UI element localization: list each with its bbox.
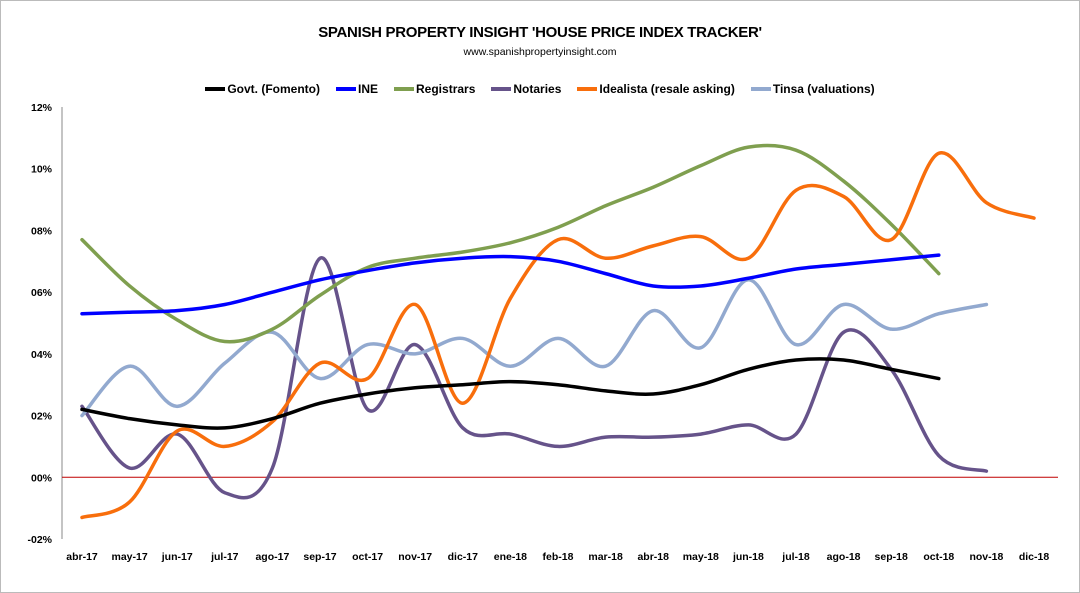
legend-item: Idealista (resale asking) xyxy=(577,82,735,96)
series-line-ine xyxy=(80,253,941,316)
x-tick-label: may-18 xyxy=(683,551,719,563)
series-line-govt-fomento xyxy=(80,357,941,430)
y-tick-label: 08% xyxy=(31,225,53,237)
legend-item: Notaries xyxy=(491,82,561,96)
legend: Govt. (Fomento) INE Registrars Notaries Idea… xyxy=(0,82,1080,96)
legend-item: Govt. (Fomento) xyxy=(205,82,320,96)
y-tick-label: 00% xyxy=(31,472,53,484)
legend-label: Notaries xyxy=(513,82,562,96)
x-tick-label: oct-17 xyxy=(352,551,383,563)
chart-subtitle: www.spanishpropertyinsight.com xyxy=(463,46,617,58)
legend-label: Tinsa (valuations) xyxy=(772,82,875,96)
x-tick-label: dic-18 xyxy=(1019,551,1050,563)
legend-swatch xyxy=(394,87,415,91)
legend-item: INE xyxy=(336,82,378,96)
x-tick-label: dic-17 xyxy=(448,551,479,563)
legend-item: Registrars xyxy=(394,82,475,96)
x-tick-label: sep-17 xyxy=(303,551,336,563)
x-tick-label: abr-17 xyxy=(66,551,98,563)
x-tick-label: may-17 xyxy=(111,551,147,563)
x-tick-label: mar-18 xyxy=(588,551,623,563)
legend-swatch xyxy=(491,87,512,91)
series-line-notaries xyxy=(80,256,989,500)
y-tick-label: 06% xyxy=(31,287,53,299)
y-tick-label: -02% xyxy=(27,534,52,546)
series-line-tinsa-valuations xyxy=(80,278,989,418)
x-tick-label: jul-18 xyxy=(781,551,810,563)
legend-label: Idealista (resale asking) xyxy=(599,82,735,96)
chart-title: SPANISH PROPERTY INSIGHT 'HOUSE PRICE IN… xyxy=(318,24,762,41)
y-tick-label: 10% xyxy=(31,164,53,176)
x-tick-label: sep-18 xyxy=(875,551,908,563)
x-tick-label: nov-17 xyxy=(398,551,432,563)
legend-swatch xyxy=(577,87,598,91)
legend-label: Registrars xyxy=(416,82,476,96)
series-line-registrars xyxy=(80,143,941,344)
y-tick-label: 12% xyxy=(31,102,53,114)
x-tick-label: ago-17 xyxy=(255,551,289,563)
x-tick-label: jun-17 xyxy=(161,551,193,563)
legend-swatch xyxy=(750,87,771,91)
series-line-idealista-resale-asking xyxy=(80,151,1036,520)
y-tick-label: 02% xyxy=(31,411,53,423)
x-tick-label: ago-18 xyxy=(827,551,861,563)
x-tick-label: nov-18 xyxy=(969,551,1003,563)
x-tick-label: feb-18 xyxy=(543,551,574,563)
x-tick-label: abr-18 xyxy=(637,551,669,563)
x-tick-label: jul-17 xyxy=(210,551,239,563)
legend-swatch xyxy=(336,87,356,91)
y-tick-label: 04% xyxy=(31,349,53,361)
x-tick-label: ene-18 xyxy=(494,551,527,563)
legend-swatch xyxy=(205,87,226,91)
legend-label: Govt. (Fomento) xyxy=(227,82,320,96)
x-tick-label: oct-18 xyxy=(923,551,954,563)
legend-label: INE xyxy=(358,82,379,96)
x-tick-label: jun-18 xyxy=(732,551,764,563)
legend-item: Tinsa (valuations) xyxy=(750,82,875,96)
